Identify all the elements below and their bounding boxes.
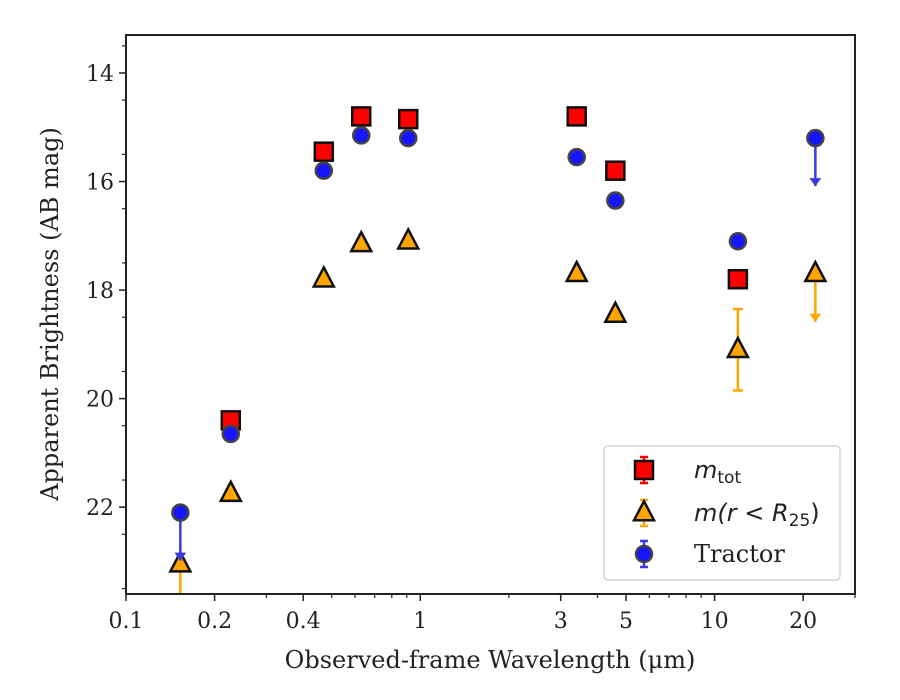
x-tick-label: 10 bbox=[701, 609, 729, 634]
data-point-triangle bbox=[603, 300, 628, 323]
upper-limit-arrowhead bbox=[174, 552, 187, 561]
data-point-triangle bbox=[349, 229, 374, 253]
legend-marker-circle bbox=[634, 544, 654, 564]
data-point-circle bbox=[171, 503, 190, 522]
x-tick-label: 3 bbox=[554, 609, 568, 634]
data-point-triangle bbox=[564, 259, 589, 283]
data-point-triangle bbox=[396, 226, 421, 250]
y-tick-label: 14 bbox=[86, 62, 114, 87]
data-point-circle bbox=[351, 126, 371, 145]
data-point-square bbox=[727, 268, 749, 290]
axes: 0.1 0.2 0.4 1 3 5 10 20 14 16 18 20 22 bbox=[86, 34, 856, 634]
legend-marker-square bbox=[633, 459, 655, 481]
data-point-square bbox=[397, 108, 419, 130]
y-tick-label: 20 bbox=[86, 388, 114, 413]
data-point-square bbox=[350, 106, 372, 127]
x-tick-label: 5 bbox=[619, 609, 633, 634]
data-point-circle bbox=[567, 147, 586, 167]
y-tick-label: 22 bbox=[86, 496, 114, 521]
data-point-triangle bbox=[168, 549, 193, 573]
y-tick-label: 18 bbox=[86, 279, 114, 304]
data-point-triangle bbox=[803, 259, 828, 283]
data-point-circle bbox=[221, 424, 241, 444]
plot-area bbox=[168, 106, 828, 594]
data-point-triangle bbox=[725, 335, 750, 359]
upper-limit-arrowhead bbox=[809, 178, 822, 187]
legend: mtot m(r < R25) Tractor bbox=[603, 445, 841, 581]
data-point-circle bbox=[806, 128, 825, 148]
legend-label: Tractor bbox=[694, 540, 785, 568]
x-tick-label: 1 bbox=[413, 609, 427, 634]
data-point-square bbox=[605, 160, 626, 181]
data-point-square bbox=[566, 106, 587, 127]
x-tick-label: 0.1 bbox=[109, 609, 144, 634]
data-point-circle bbox=[398, 128, 418, 148]
x-tick-label: 0.4 bbox=[286, 609, 321, 634]
data-point-triangle bbox=[218, 479, 243, 503]
x-tick-label: 0.2 bbox=[197, 609, 232, 634]
y-axis-label: Apparent Brightness (AB mag) bbox=[36, 127, 64, 502]
upper-limit-arrowhead bbox=[809, 313, 822, 322]
data-point-circle bbox=[314, 161, 334, 180]
data-point-square bbox=[313, 141, 335, 162]
data-point-triangle bbox=[311, 264, 336, 288]
plot-frame bbox=[125, 34, 856, 595]
y-tick-label: 16 bbox=[86, 171, 114, 196]
legend-label: mtot bbox=[694, 456, 741, 488]
data-point-circle bbox=[606, 191, 625, 210]
legend-marker-triangle bbox=[631, 498, 657, 522]
data-point-circle bbox=[728, 231, 748, 251]
legend-label: m(r < R25) bbox=[694, 499, 820, 531]
legend-box bbox=[603, 445, 841, 581]
x-tick-label: 20 bbox=[789, 609, 817, 634]
x-axis-label: Observed-frame Wavelength (μm) bbox=[285, 646, 696, 674]
